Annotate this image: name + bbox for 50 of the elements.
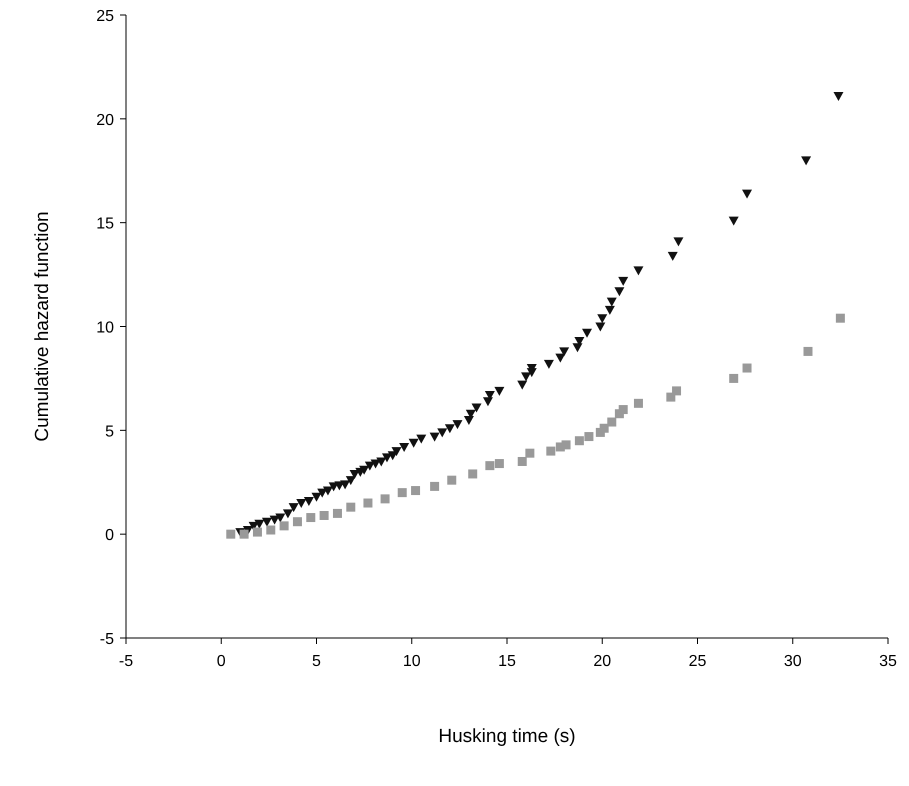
point [485,461,494,470]
x-tick-label: 15 [498,653,516,670]
point [226,530,236,539]
x-tick-label: 10 [402,653,421,670]
point [346,502,356,512]
point [742,364,752,373]
point [803,346,812,356]
y-tick-label: -5 [100,631,114,648]
point [363,498,372,508]
point [525,448,534,458]
y-tick-label: 15 [96,216,114,233]
point [292,517,302,526]
x-tick-label: 25 [688,653,706,670]
point [634,398,643,408]
point [607,418,616,427]
x-tick-label: 35 [879,653,897,670]
point [729,374,738,383]
x-tick-label: 5 [312,653,322,670]
x-tick-label: 20 [593,653,612,670]
point [672,386,682,396]
point [266,526,276,535]
y-tick-label: 20 [96,112,114,129]
point [252,528,262,537]
y-tick-label: 25 [96,8,114,25]
point [836,314,845,323]
point [447,476,456,485]
x-tick-label: -5 [118,653,134,670]
y-tick-label: 0 [105,527,114,544]
point [306,513,316,522]
point [562,440,571,450]
point [320,510,329,520]
x-axis-title: Husking time (s) [438,726,576,747]
point [468,469,478,478]
point [240,530,249,539]
point [518,456,527,466]
point [430,482,440,491]
point [398,488,407,498]
y-tick-label: 10 [96,320,114,336]
point [494,459,504,468]
x-tick-label: 0 [216,653,226,670]
point [546,446,556,456]
y-axis-title: Cumulative hazard function [32,211,53,442]
point [411,486,420,496]
point [380,494,390,504]
point [584,432,594,442]
point [332,508,342,518]
x-tick-label: 30 [784,653,802,670]
point [574,436,584,446]
point [280,521,289,530]
y-tick-label: 5 [105,423,114,440]
